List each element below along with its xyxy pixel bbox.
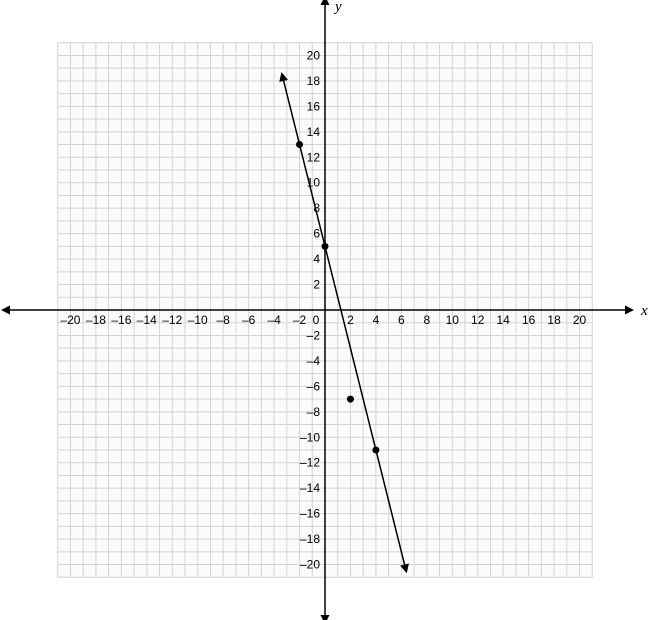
svg-text:–6: –6 bbox=[242, 313, 256, 327]
svg-text:–16: –16 bbox=[111, 313, 131, 327]
svg-text:20: 20 bbox=[573, 313, 587, 327]
line-chart: –20–18–16–14–12–10–8–6–4–202468101214161… bbox=[0, 0, 650, 620]
svg-text:–2: –2 bbox=[307, 328, 321, 342]
svg-text:–10: –10 bbox=[188, 313, 208, 327]
svg-text:–8: –8 bbox=[217, 313, 231, 327]
svg-text:–20: –20 bbox=[60, 313, 80, 327]
svg-text:–16: –16 bbox=[300, 507, 320, 521]
svg-text:–18: –18 bbox=[86, 313, 106, 327]
svg-text:16: 16 bbox=[307, 99, 321, 113]
svg-text:–4: –4 bbox=[267, 313, 281, 327]
svg-text:–14: –14 bbox=[137, 313, 157, 327]
svg-text:10: 10 bbox=[446, 313, 460, 327]
svg-text:14: 14 bbox=[307, 125, 321, 139]
svg-text:0: 0 bbox=[313, 313, 320, 327]
svg-text:12: 12 bbox=[471, 313, 485, 327]
svg-text:14: 14 bbox=[497, 313, 511, 327]
svg-text:4: 4 bbox=[313, 252, 320, 266]
svg-text:4: 4 bbox=[373, 313, 380, 327]
svg-text:–12: –12 bbox=[162, 313, 182, 327]
svg-text:6: 6 bbox=[398, 313, 405, 327]
svg-text:–8: –8 bbox=[307, 405, 321, 419]
svg-text:6: 6 bbox=[313, 227, 320, 241]
svg-text:18: 18 bbox=[307, 74, 321, 88]
svg-text:2: 2 bbox=[347, 313, 354, 327]
svg-text:–10: –10 bbox=[300, 430, 320, 444]
svg-text:–2: –2 bbox=[293, 313, 307, 327]
svg-text:2: 2 bbox=[313, 278, 320, 292]
svg-text:–4: –4 bbox=[307, 354, 321, 368]
svg-text:18: 18 bbox=[547, 313, 561, 327]
svg-text:12: 12 bbox=[307, 150, 321, 164]
svg-text:16: 16 bbox=[522, 313, 536, 327]
svg-text:–18: –18 bbox=[300, 532, 320, 546]
svg-text:x: x bbox=[640, 303, 648, 319]
svg-text:–20: –20 bbox=[300, 558, 320, 572]
svg-text:–12: –12 bbox=[300, 456, 320, 470]
svg-text:–6: –6 bbox=[307, 379, 321, 393]
svg-text:8: 8 bbox=[423, 313, 430, 327]
svg-text:–14: –14 bbox=[300, 481, 320, 495]
chart-svg: –20–18–16–14–12–10–8–6–4–202468101214161… bbox=[0, 0, 650, 620]
svg-text:y: y bbox=[333, 0, 342, 15]
svg-text:20: 20 bbox=[307, 48, 321, 62]
